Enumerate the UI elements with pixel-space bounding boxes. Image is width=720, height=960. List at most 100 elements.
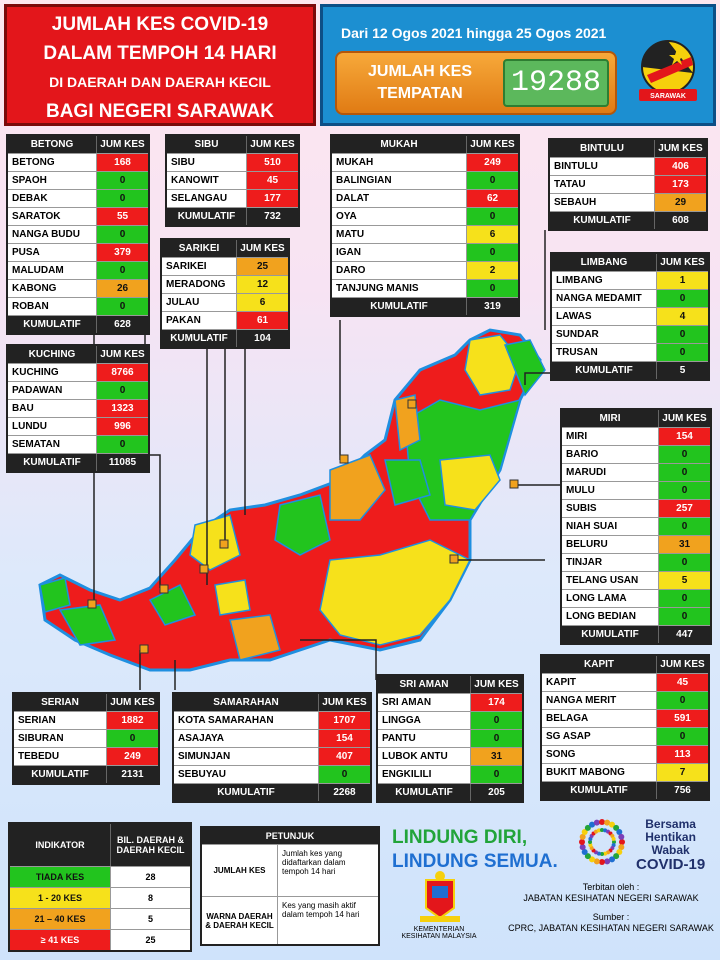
table-header: LIMBANG JUM KES [552, 254, 708, 271]
division-table-limbang: LIMBANG JUM KES LIMBANG 1 NANGA MEDAMIT 0 LAWA… [550, 252, 710, 381]
case-count: 55 [96, 208, 148, 225]
table-row: SPAOH 0 [8, 171, 148, 189]
case-count: 0 [656, 290, 708, 307]
case-count: 591 [656, 710, 708, 727]
table-row: KUCHING 8766 [8, 363, 148, 381]
district-name: BAU [12, 403, 34, 414]
district-name: PADAWAN [12, 385, 63, 396]
kumulatif-value: 2131 [106, 766, 158, 783]
kumulatif-label: KUMULATIF [217, 787, 275, 798]
district-name: MARUDI [566, 467, 606, 478]
case-count: 31 [470, 748, 522, 765]
region-sarikei [189, 514, 241, 571]
district-name: LUBOK ANTU [382, 751, 448, 762]
district-name: SIBURAN [18, 733, 64, 744]
case-count: 379 [96, 244, 148, 261]
terbitan-label: Terbitan oleh : [582, 882, 640, 892]
legend-indicator: 21 – 40 KES [10, 909, 110, 929]
case-count: 168 [96, 154, 148, 171]
district-name: PANTU [382, 733, 416, 744]
sumber-label: Sumber : [592, 912, 630, 922]
region-telang-usan [439, 454, 501, 511]
division-table-sibu: SIBU JUM KES SIBU 510 KANOWIT 45 SELANGAU 177 KU… [165, 134, 300, 227]
case-count: 6 [466, 226, 518, 243]
table-row: SEBAUH 29 [550, 193, 706, 211]
district-name: BELAGA [546, 713, 589, 724]
table-row: SONG 113 [542, 745, 708, 763]
case-count: 0 [96, 262, 148, 279]
case-count: 6 [236, 294, 288, 311]
table-row: PUSA 379 [8, 243, 148, 261]
table-row: NANGA BUDU 0 [8, 225, 148, 243]
district-name: OYA [336, 211, 357, 222]
district-name: SPAOH [12, 175, 47, 186]
district-name: BUKIT MABONG [546, 767, 625, 778]
legend-indicator: ≥ 41 KES [10, 930, 110, 950]
legend-count: 8 [110, 888, 190, 908]
division-name: SARIKEI [178, 243, 220, 254]
table-header: SAMARAHAN JUM KES [174, 694, 370, 711]
district-name: MALUDAM [12, 265, 64, 276]
case-count: 4 [656, 308, 708, 325]
table-row: JULAU 6 [162, 293, 288, 311]
district-name: LUNDU [12, 421, 47, 432]
case-count: 0 [318, 766, 370, 783]
district-name: PAKAN [166, 315, 201, 326]
case-count: 0 [96, 190, 148, 207]
district-name: SIMUNJAN [178, 751, 231, 762]
table-row: MUKAH 249 [332, 153, 518, 171]
table-footer: KUMULATIF 5 [552, 361, 708, 379]
table-row: BALINGIAN 0 [332, 171, 518, 189]
district-name: NANGA BUDU [12, 229, 80, 240]
case-count: 31 [658, 536, 710, 553]
district-name: DARO [336, 265, 366, 276]
case-count: 0 [96, 172, 148, 189]
district-name: IGAN [336, 247, 361, 258]
case-count: 1707 [318, 712, 370, 729]
table-row: MARUDI 0 [562, 463, 710, 481]
table-footer: KUMULATIF 2268 [174, 783, 370, 801]
district-name: MATU [336, 229, 365, 240]
kumulatif-label: KUMULATIF [573, 215, 631, 226]
kumulatif-value: 5 [656, 362, 708, 379]
table-row: NANGA MEDAMIT 0 [552, 289, 708, 307]
case-count: 1323 [96, 400, 148, 417]
kumulatif-label: KUMULATIF [575, 365, 633, 376]
case-count: 407 [318, 748, 370, 765]
district-name: MULU [566, 485, 595, 496]
legend-indicator: TIADA KES [10, 867, 110, 887]
district-name: SONG [546, 749, 576, 760]
table-row: MATU 6 [332, 225, 518, 243]
case-count: 0 [96, 436, 148, 453]
district-name: KANOWIT [171, 175, 219, 186]
case-count: 0 [96, 382, 148, 399]
district-name: SARATOK [12, 211, 61, 222]
district-name: BELURU [566, 539, 608, 550]
kumulatif-value: 104 [236, 330, 288, 347]
district-name: TANJUNG MANIS [336, 283, 419, 294]
town-markers [87, 399, 519, 654]
table-row: MALUDAM 0 [8, 261, 148, 279]
case-count: 177 [246, 190, 298, 207]
column-header: JUM KES [466, 136, 518, 153]
legend-row: ≥ 41 KES 25 [10, 929, 190, 950]
division-table-betong: BETONG JUM KES BETONG 168 SPAOH 0 DEBAK 0 SARATO… [6, 134, 150, 335]
district-name: TINJAR [566, 557, 603, 568]
case-count: 0 [656, 728, 708, 745]
table-header: SERIAN JUM KES [14, 694, 158, 711]
region-sebauh [384, 459, 431, 506]
division-name: MUKAH [380, 139, 418, 150]
table-row: LUBOK ANTU 31 [378, 747, 522, 765]
legend-header-indicator: INDIKATOR [35, 840, 85, 850]
case-count: 174 [470, 694, 522, 711]
district-name: NANGA MERIT [546, 695, 617, 706]
table-footer: KUMULATIF 319 [332, 297, 518, 315]
table-footer: KUMULATIF 11085 [8, 453, 148, 471]
table-header: BETONG JUM KES [8, 136, 148, 153]
case-count: 0 [466, 172, 518, 189]
case-count: 0 [106, 730, 158, 747]
case-count: 8766 [96, 364, 148, 381]
case-count: 154 [318, 730, 370, 747]
column-header: JUM KES [656, 254, 708, 271]
campaign-line-4: COVID-19 [636, 856, 706, 873]
